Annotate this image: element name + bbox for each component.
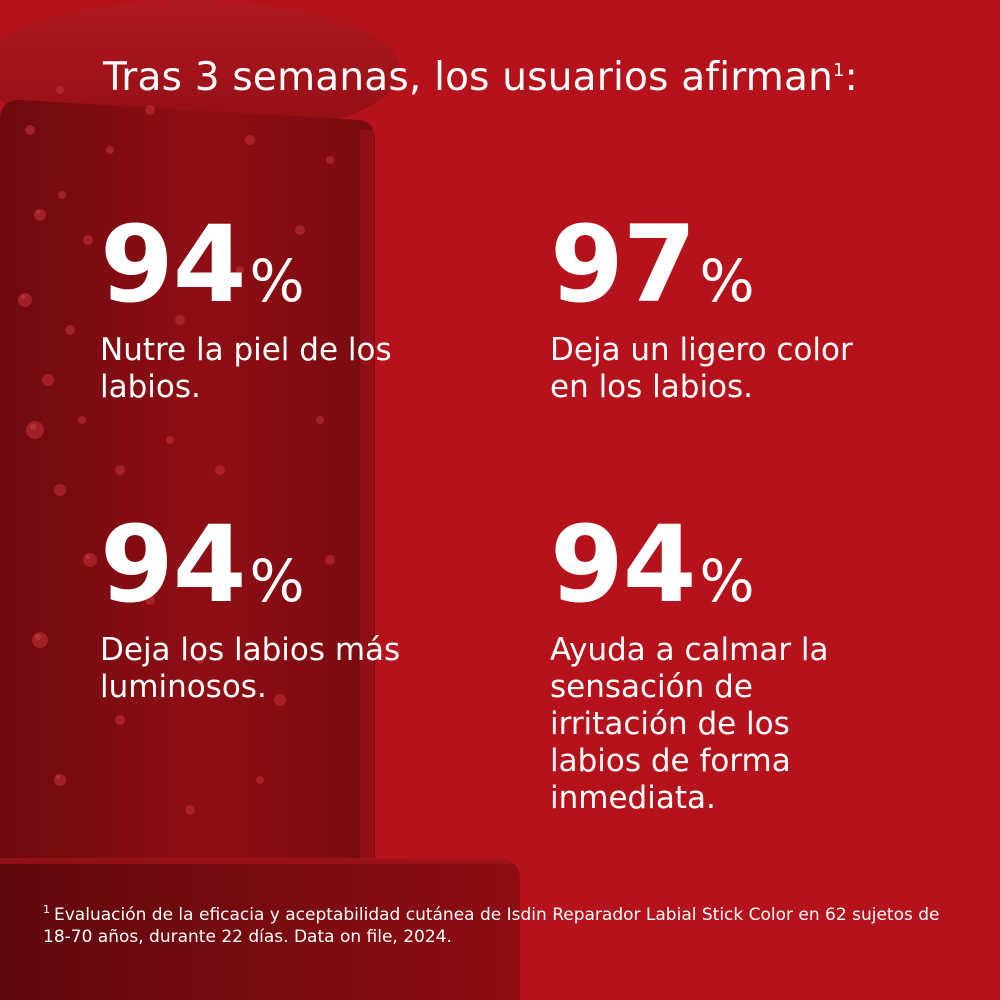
headline-colon: : <box>844 55 859 100</box>
stat-value: 94 % <box>100 212 460 318</box>
headline-text: Tras 3 semanas, los usuarios afirman <box>103 55 834 100</box>
stat-percent-sign: % <box>699 547 755 615</box>
stat-percent-sign: % <box>249 247 305 315</box>
stat-value: 94 % <box>550 512 930 618</box>
footnote-text: Evaluación de la eficacia y aceptabilida… <box>43 905 940 947</box>
footnote: 1 Evaluación de la eficacia y aceptabilid… <box>43 904 963 948</box>
stat-value: 97 % <box>550 212 910 318</box>
stat-nourishes: 94 % Nutre la piel de los labios. <box>100 212 460 406</box>
stat-description: Deja un ligero color en los labios. <box>550 332 853 405</box>
stat-number: 94 <box>100 203 247 326</box>
stat-light-color: 97 % Deja un ligero color en los labios. <box>550 212 910 406</box>
footnote-marker: 1 <box>43 903 50 917</box>
stat-description: Ayuda a calmar la sensación de irritació… <box>550 632 829 816</box>
stat-description: Nutre la piel de los labios. <box>100 332 392 405</box>
stat-number: 97 <box>550 203 697 326</box>
stat-description: Deja los labios más luminosos. <box>100 632 401 705</box>
headline: Tras 3 semanas, los usuarios afirman1: <box>103 52 858 104</box>
stat-number: 94 <box>100 503 247 626</box>
stat-number: 94 <box>550 503 697 626</box>
stat-value: 94 % <box>100 512 460 618</box>
stat-soothes-irritation: 94 % Ayuda a calmar la sensación de irri… <box>550 512 930 817</box>
stat-percent-sign: % <box>699 247 755 315</box>
headline-footnote-marker: 1 <box>833 60 845 81</box>
stat-percent-sign: % <box>249 547 305 615</box>
stat-luminous: 94 % Deja los labios más luminosos. <box>100 512 460 706</box>
